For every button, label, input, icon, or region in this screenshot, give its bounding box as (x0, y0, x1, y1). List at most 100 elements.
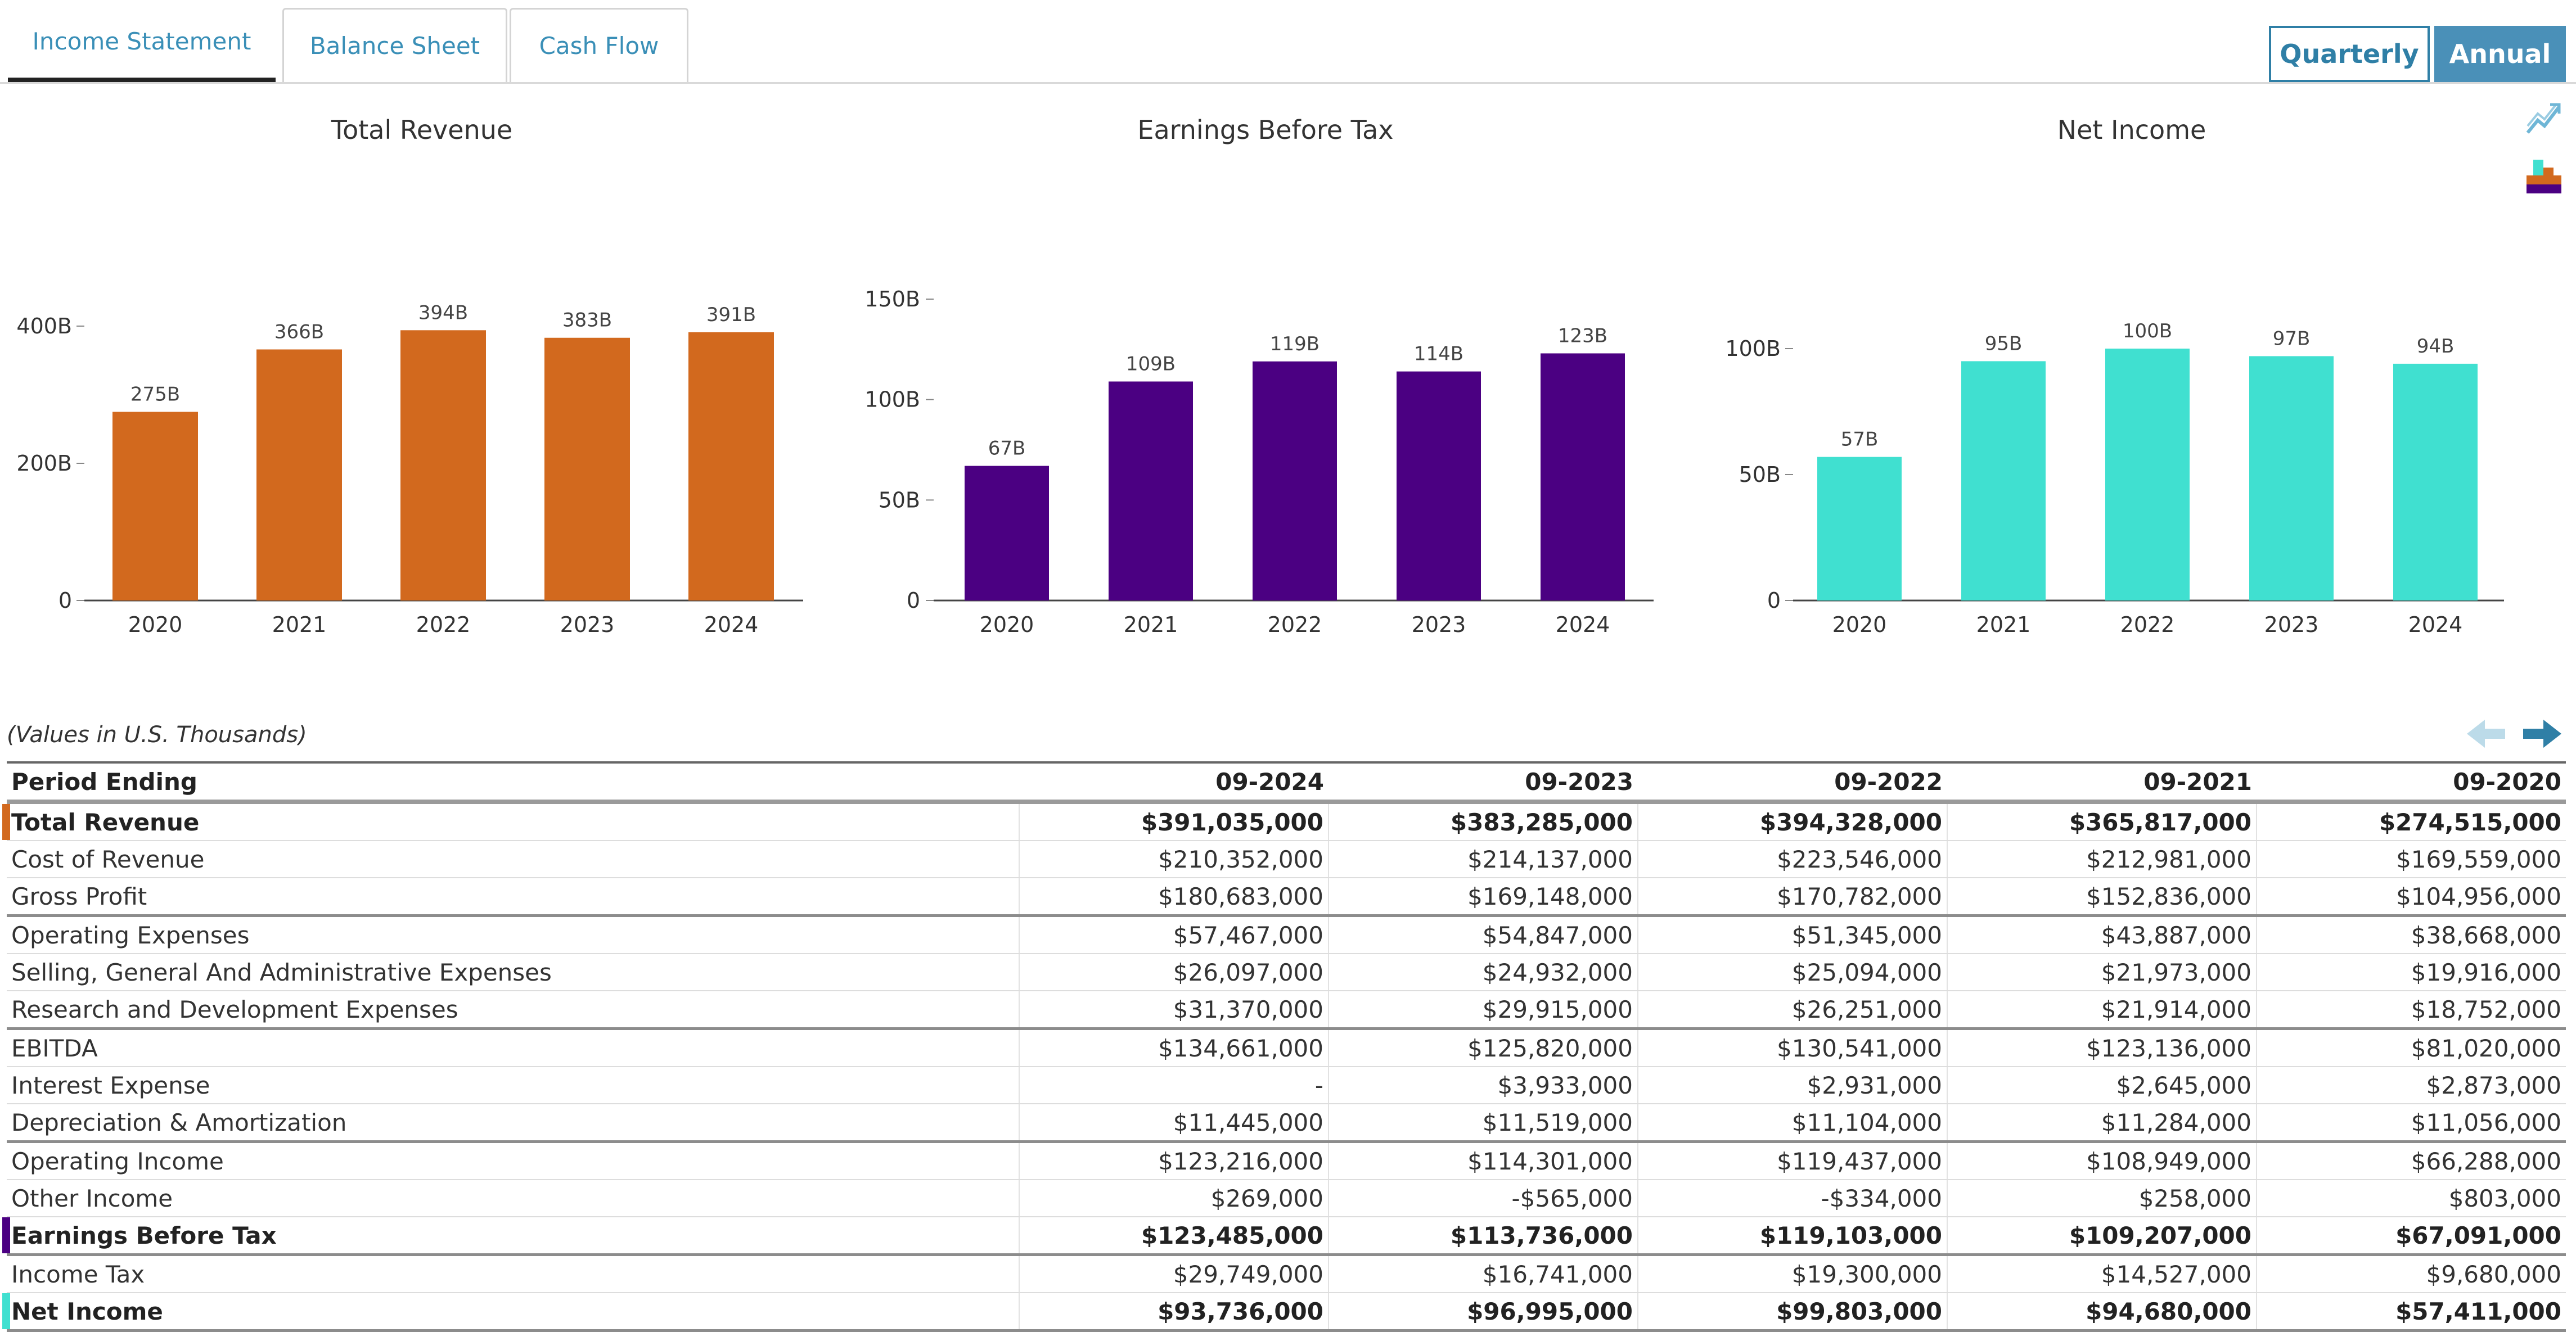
table-cell: $93,736,000 (1019, 1293, 1328, 1332)
bar-2021[interactable] (256, 349, 342, 600)
bar-2021[interactable] (1109, 381, 1193, 600)
tab-cash-flow[interactable]: Cash Flow (510, 8, 688, 82)
table-cell: $25,094,000 (1637, 954, 1947, 991)
x-tick-label: 2024 (1556, 612, 1610, 637)
y-tick-label: 400B (16, 314, 72, 338)
bar-2023[interactable] (544, 337, 630, 600)
bar-2024[interactable] (2393, 363, 2478, 600)
table-cell: $104,956,000 (2256, 878, 2566, 916)
table-cell: $11,104,000 (1637, 1104, 1947, 1143)
table-cell: $43,887,000 (1947, 914, 2257, 954)
bar-2020[interactable] (965, 466, 1049, 600)
y-tick-label: 100B (1725, 336, 1781, 361)
bar-2020[interactable] (1817, 457, 1902, 600)
chart-title: Total Revenue (331, 115, 513, 145)
x-tick-label: 2020 (1832, 612, 1887, 637)
annual-button[interactable]: Annual (2434, 26, 2566, 82)
bar-2024[interactable] (1541, 353, 1625, 600)
x-tick-label: 2022 (416, 612, 471, 637)
row-label: Gross Profit (7, 878, 1019, 916)
bar-data-label: 391B (706, 304, 756, 326)
row-label-text: Cost of Revenue (11, 845, 205, 873)
table-row: Net Income $93,736,000 $96,995,000 $99,803,… (2, 1293, 2566, 1332)
table-cell: $123,485,000 (1019, 1217, 1328, 1256)
tab-balance-sheet[interactable]: Balance Sheet (282, 8, 507, 82)
x-tick-label: 2024 (2408, 612, 2463, 637)
row-label: Net Income (2, 1293, 1019, 1332)
bar-2023[interactable] (2249, 356, 2334, 600)
table-cell: $67,091,000 (2256, 1217, 2566, 1256)
total-revenue-chart: Total Revenue 0 200B 400B 275B 2020 366B 2021 3… (0, 90, 844, 652)
row-color-marker (2, 804, 10, 840)
tab-income-statement[interactable]: Income Statement (8, 8, 276, 82)
row-label: Cost of Revenue (7, 841, 1019, 878)
arrow-right-icon[interactable] (2520, 714, 2565, 753)
bar-data-label: 97B (2273, 327, 2311, 350)
bar-data-label: 57B (1841, 428, 1879, 451)
arrow-left-icon[interactable] (2464, 714, 2509, 753)
table-cell: $125,820,000 (1328, 1027, 1638, 1067)
row-label: Operating Income (7, 1140, 1019, 1180)
table-cell: $170,782,000 (1637, 878, 1947, 916)
bar-2020[interactable] (112, 412, 198, 601)
bar-data-label: 95B (1985, 332, 2023, 355)
stacked-chart-icon[interactable] (2524, 156, 2564, 196)
row-label-text: Gross Profit (11, 882, 147, 910)
table-row: Gross Profit $180,683,000 $169,148,000 $170… (7, 878, 2566, 916)
row-label: Depreciation & Amortization (7, 1104, 1019, 1143)
quarterly-button[interactable]: Quarterly (2269, 26, 2430, 82)
row-label: Earnings Before Tax (2, 1217, 1019, 1256)
x-tick-label: 2020 (128, 612, 183, 637)
x-tick-label: 2021 (272, 612, 327, 637)
table-cell: $11,519,000 (1328, 1104, 1638, 1143)
table-cell: $210,352,000 (1019, 841, 1328, 878)
bar-2022[interactable] (400, 330, 486, 600)
bar-data-label: 383B (562, 309, 612, 332)
table-cell: $14,527,000 (1947, 1253, 2257, 1293)
trend-chart-icon[interactable] (2524, 99, 2564, 138)
y-tick-label: 200B (16, 451, 72, 476)
table-cell: $19,300,000 (1637, 1253, 1947, 1293)
table-cell: $38,668,000 (2256, 914, 2566, 954)
bar-data-label: 275B (130, 383, 180, 406)
table-row: Research and Development Expenses $31,370… (7, 991, 2566, 1030)
bar-data-label: 394B (418, 301, 468, 324)
row-label-text: Operating Expenses (11, 921, 250, 949)
table-row: Operating Income $123,216,000 $114,301,000… (7, 1140, 2566, 1180)
table-row: Total Revenue $391,035,000 $383,285,000 $39… (2, 802, 2566, 841)
row-label: EBITDA (7, 1027, 1019, 1067)
table-cell: $130,541,000 (1637, 1027, 1947, 1067)
bar-2021[interactable] (1961, 361, 2046, 600)
row-label-text: Operating Income (11, 1147, 224, 1175)
row-label-text: Selling, General And Administrative Expe… (11, 958, 552, 986)
row-label: Other Income (7, 1180, 1019, 1217)
table-cell: -$334,000 (1637, 1180, 1947, 1217)
table-cell: - (1019, 1067, 1328, 1104)
bar-2022[interactable] (2105, 349, 2190, 600)
chart-title: Net Income (2057, 115, 2206, 145)
bar-2022[interactable] (1253, 361, 1337, 600)
values-note: (Values in U.S. Thousands) (7, 722, 307, 748)
row-label-text: Net Income (11, 1297, 163, 1325)
table-row: Interest Expense - $3,933,000 $2,931,000 $2,… (7, 1067, 2566, 1104)
x-tick-label: 2023 (560, 612, 615, 637)
bar-data-label: 100B (2123, 320, 2172, 342)
tab-divider (0, 82, 2576, 84)
table-cell: $54,847,000 (1328, 914, 1638, 954)
table-cell: $214,137,000 (1328, 841, 1638, 878)
table-cell: $223,546,000 (1637, 841, 1947, 878)
table-cell: $108,949,000 (1947, 1140, 2257, 1180)
table-cell: $94,680,000 (1947, 1293, 2257, 1332)
table-cell: $29,915,000 (1328, 991, 1638, 1030)
row-label-text: EBITDA (11, 1034, 98, 1062)
bar-2023[interactable] (1397, 371, 1481, 600)
bar-data-label: 109B (1126, 353, 1176, 376)
table-cell: $81,020,000 (2256, 1027, 2566, 1067)
table-cell: $258,000 (1947, 1180, 2257, 1217)
table-cell: $11,445,000 (1019, 1104, 1328, 1143)
x-tick-label: 2021 (1976, 612, 2031, 637)
table-cell: $2,931,000 (1637, 1067, 1947, 1104)
earnings-before-tax-plot: 0 50B 100B 150B 67B 2020 109B 2021 119B 2022 114B 2… (864, 287, 1654, 637)
row-label: Total Revenue (2, 802, 1019, 841)
bar-2024[interactable] (688, 332, 774, 600)
